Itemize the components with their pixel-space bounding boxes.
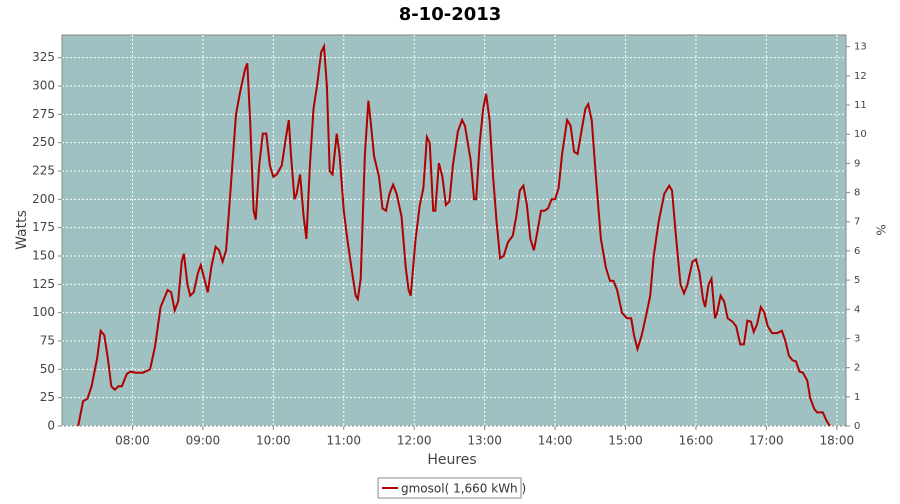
y-tick-label: 125	[32, 277, 55, 291]
x-tick-label: 09:00	[186, 434, 221, 448]
y2-tick-label: 1	[854, 392, 860, 403]
x-tick-label: 12:00	[397, 434, 432, 448]
y2-tick-label: 6	[854, 246, 860, 257]
y-tick-label: 300	[32, 79, 55, 93]
y2-tick-label: 11	[854, 100, 867, 111]
y-tick-label: 325	[32, 50, 55, 64]
legend-label: gmosol( 1,660 kWh )	[401, 482, 526, 496]
x-axis-label: Heures	[427, 452, 476, 468]
y2-tick-label: 7	[854, 217, 860, 228]
y2-tick-label: 5	[854, 275, 860, 286]
y2-tick-label: 9	[854, 158, 860, 169]
y2-axis-label: %	[874, 224, 888, 235]
x-tick-label: 08:00	[115, 434, 150, 448]
x-tick-label: 15:00	[608, 434, 643, 448]
x-tick-label: 14:00	[538, 434, 573, 448]
x-tick-label: 10:00	[256, 434, 291, 448]
y-axis-label: Watts	[14, 210, 30, 250]
x-tick-label: 13:00	[467, 434, 502, 448]
plot-area	[61, 34, 847, 427]
legend	[377, 477, 522, 499]
y-tick-label: 250	[32, 135, 55, 149]
x-tick-label: 11:00	[326, 434, 361, 448]
y-tick-label: 200	[32, 192, 55, 206]
y-tick-label: 225	[32, 164, 55, 178]
y2-tick-label: 13	[854, 42, 867, 53]
y2-tick-label: 12	[854, 71, 867, 82]
y2-tick-label: 2	[854, 363, 860, 374]
x-tick-label: 16:00	[679, 434, 714, 448]
y2-tick-label: 8	[854, 188, 860, 199]
y-tick-label: 100	[32, 305, 55, 319]
y-tick-label: 0	[47, 419, 55, 433]
x-tick-label: 18:00	[820, 434, 855, 448]
series-line	[77, 42, 831, 427]
chart-title: 8-10-2013	[399, 4, 502, 25]
y-tick-label: 175	[32, 220, 55, 234]
y2-tick-label: 10	[854, 129, 867, 140]
y-tick-label: 50	[40, 362, 55, 376]
y2-tick-label: 4	[854, 304, 860, 315]
x-tick-label: 17:00	[749, 434, 784, 448]
y-tick-label: 150	[32, 249, 55, 263]
y2-tick-label: 3	[854, 333, 860, 344]
y-tick-label: 25	[40, 390, 55, 404]
y2-tick-label: 0	[854, 421, 860, 432]
y-tick-label: 275	[32, 107, 55, 121]
y-tick-label: 75	[40, 334, 55, 348]
